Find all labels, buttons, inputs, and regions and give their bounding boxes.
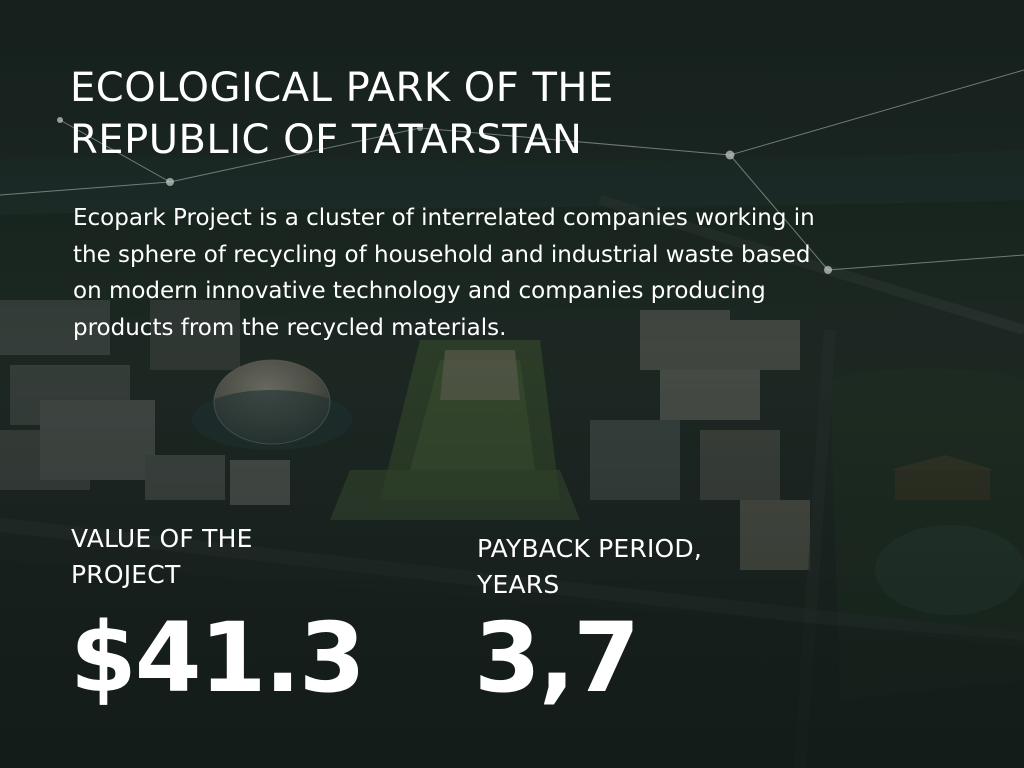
label-line: PROJECT: [71, 560, 181, 589]
label-line: PAYBACK PERIOD,: [477, 534, 703, 563]
title-line: REPUBLIC OF TATARSTAN: [70, 117, 583, 163]
description-line: the sphere of recycling of household and…: [73, 241, 811, 268]
description-line: on modern innovative technology and comp…: [73, 278, 766, 304]
payback-period-figure: 3,7: [474, 602, 640, 714]
project-value-figure: $41.3: [70, 602, 366, 714]
project-description: Ecopark Project is a cluster of interrel…: [73, 200, 973, 346]
label-line: YEARS: [477, 570, 560, 599]
label-line: VALUE OF THE: [71, 524, 253, 553]
slide-title: ECOLOGICAL PARK OF THE REPUBLIC OF TATAR…: [70, 62, 614, 166]
description-line: products from the recycled materials.: [73, 314, 507, 341]
payback-period-label: PAYBACK PERIOD, YEARS: [477, 531, 702, 603]
description-line: Ecopark Project is a cluster of interrel…: [73, 205, 815, 231]
project-value-label: VALUE OF THE PROJECT: [71, 521, 253, 593]
title-line: ECOLOGICAL PARK OF THE: [70, 65, 614, 111]
